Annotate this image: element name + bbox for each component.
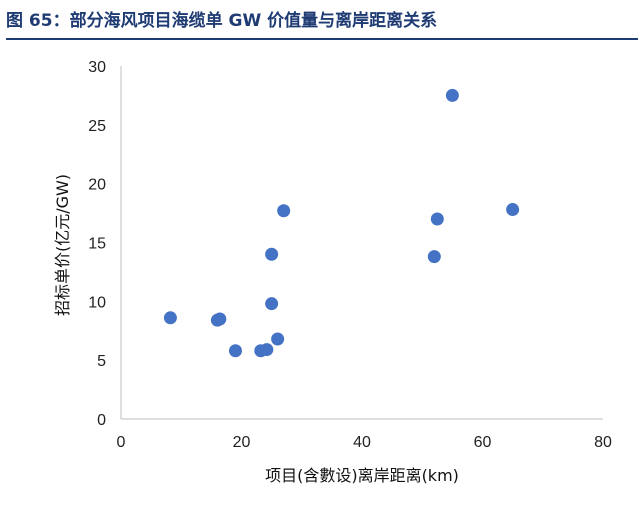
data-points [163, 88, 520, 358]
y-tick-label: 5 [97, 353, 106, 370]
data-point [260, 343, 274, 357]
y-tick-label: 10 [88, 294, 106, 311]
x-tick-label: 0 [117, 434, 126, 451]
y-tick-label: 25 [88, 118, 106, 135]
x-tick-label: 80 [594, 434, 612, 451]
figure-title: 图 65：部分海风项目海缆单 GW 价值量与离岸距离关系 [6, 11, 438, 31]
x-tick-label: 40 [353, 434, 371, 451]
x-tick-label: 60 [474, 434, 492, 451]
x-tick-label: 20 [233, 434, 251, 451]
data-point [430, 212, 444, 226]
data-point [228, 344, 242, 358]
y-tick-label: 15 [88, 236, 106, 253]
data-point [445, 88, 459, 102]
y-tick-label: 30 [88, 59, 106, 76]
data-point [427, 250, 441, 264]
y-tick-label: 20 [88, 177, 106, 194]
title-divider [6, 38, 638, 40]
data-point [277, 204, 291, 218]
data-point [265, 247, 279, 261]
y-axis-title: 招标单价(亿元/GW) [53, 174, 72, 316]
data-point [506, 203, 520, 217]
y-tick-label: 0 [97, 412, 106, 429]
data-point [265, 297, 279, 311]
tick-labels: 0 5 10 15 20 25 30 0 20 40 60 80 [88, 59, 612, 451]
x-axis-title: 项目(含數设)离岸距离(km) [265, 466, 459, 485]
axes [120, 66, 603, 420]
data-point [163, 311, 177, 325]
data-point [271, 332, 285, 346]
data-point [213, 312, 227, 326]
